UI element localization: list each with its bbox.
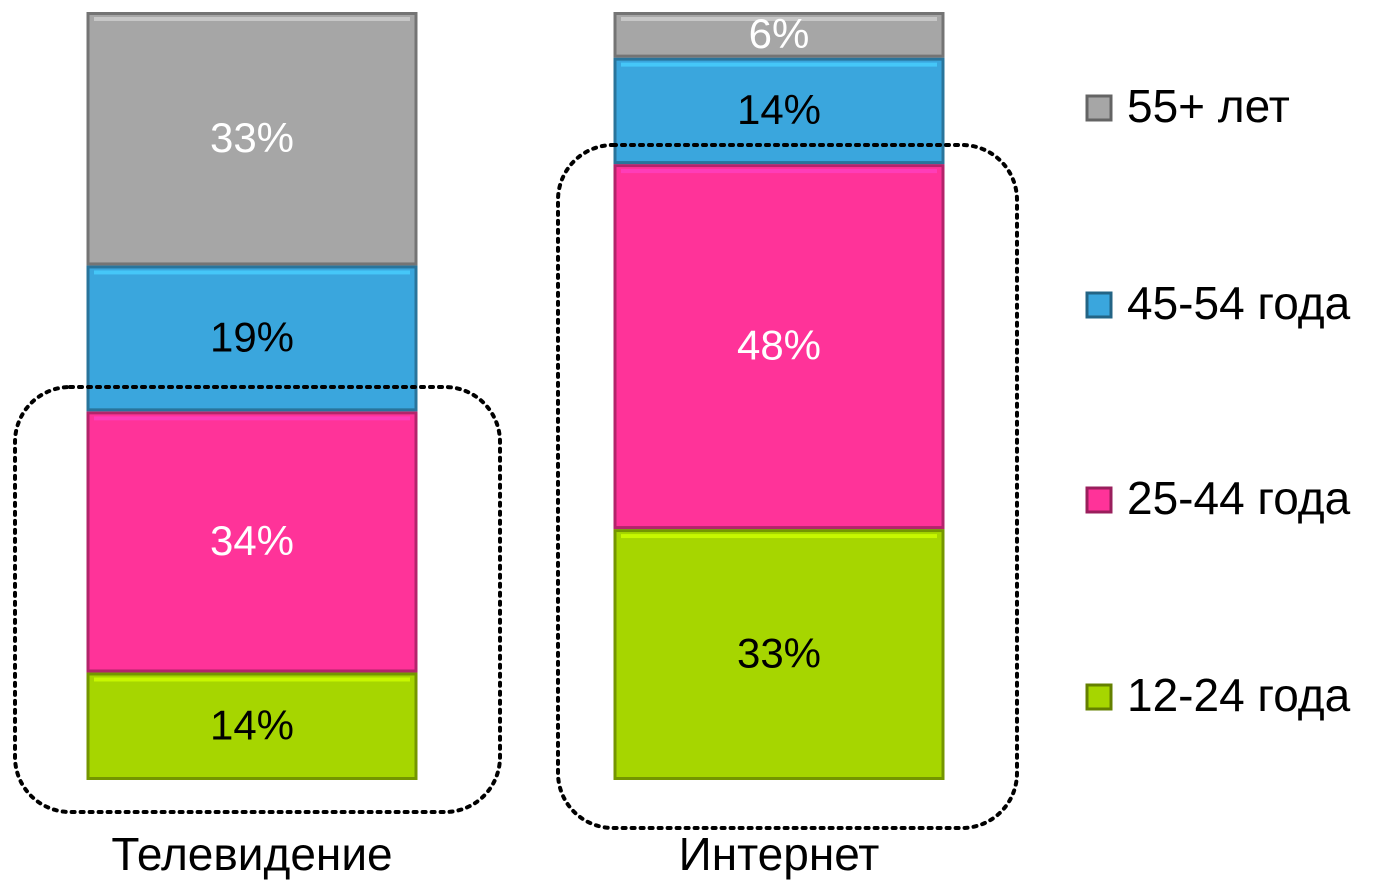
legend-label: 45-54 года (1127, 277, 1351, 329)
category-label: Интернет (679, 828, 880, 880)
value-label: 14% (210, 701, 294, 748)
value-label: 14% (737, 86, 821, 133)
value-label: 6% (749, 10, 810, 57)
bar-highlight (621, 17, 937, 21)
bar-segment (86, 672, 418, 780)
legend-swatch (1085, 94, 1113, 122)
legend-swatch (1085, 291, 1113, 319)
bar-highlight (94, 416, 410, 421)
value-label: 48% (737, 322, 821, 369)
bar-highlight (94, 270, 410, 275)
value-label: 19% (210, 313, 294, 360)
legend-swatch (1085, 683, 1113, 711)
bar-highlight (94, 17, 410, 21)
legend-label: 12-24 года (1127, 669, 1351, 721)
bar-highlight (94, 677, 410, 682)
value-label: 34% (210, 517, 294, 564)
bar-segment (86, 12, 418, 266)
bar-segment (613, 164, 945, 530)
highlight-box (556, 143, 1019, 830)
highlight-box (13, 385, 502, 814)
bar-highlight (621, 169, 937, 174)
bar-segment (86, 411, 418, 673)
legend-swatch (1085, 486, 1113, 514)
bars: 14% 34% 19% 33% 33% 48% 14% 6% (86, 10, 945, 781)
bar-highlight (621, 534, 937, 539)
bar-highlight (621, 62, 937, 67)
value-label: 33% (737, 630, 821, 677)
category-label: Телевидение (111, 828, 392, 880)
legend-label: 25-44 года (1127, 472, 1351, 524)
legend-label: 55+ лет (1127, 80, 1290, 132)
bar-segment (613, 529, 945, 781)
value-label: 33% (210, 114, 294, 161)
